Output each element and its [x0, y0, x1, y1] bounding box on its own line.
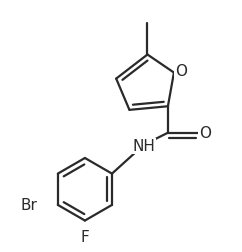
Text: O: O	[175, 64, 187, 79]
Text: NH: NH	[132, 139, 155, 154]
Text: Br: Br	[21, 198, 37, 212]
Text: F: F	[81, 229, 89, 244]
Text: O: O	[199, 126, 211, 141]
